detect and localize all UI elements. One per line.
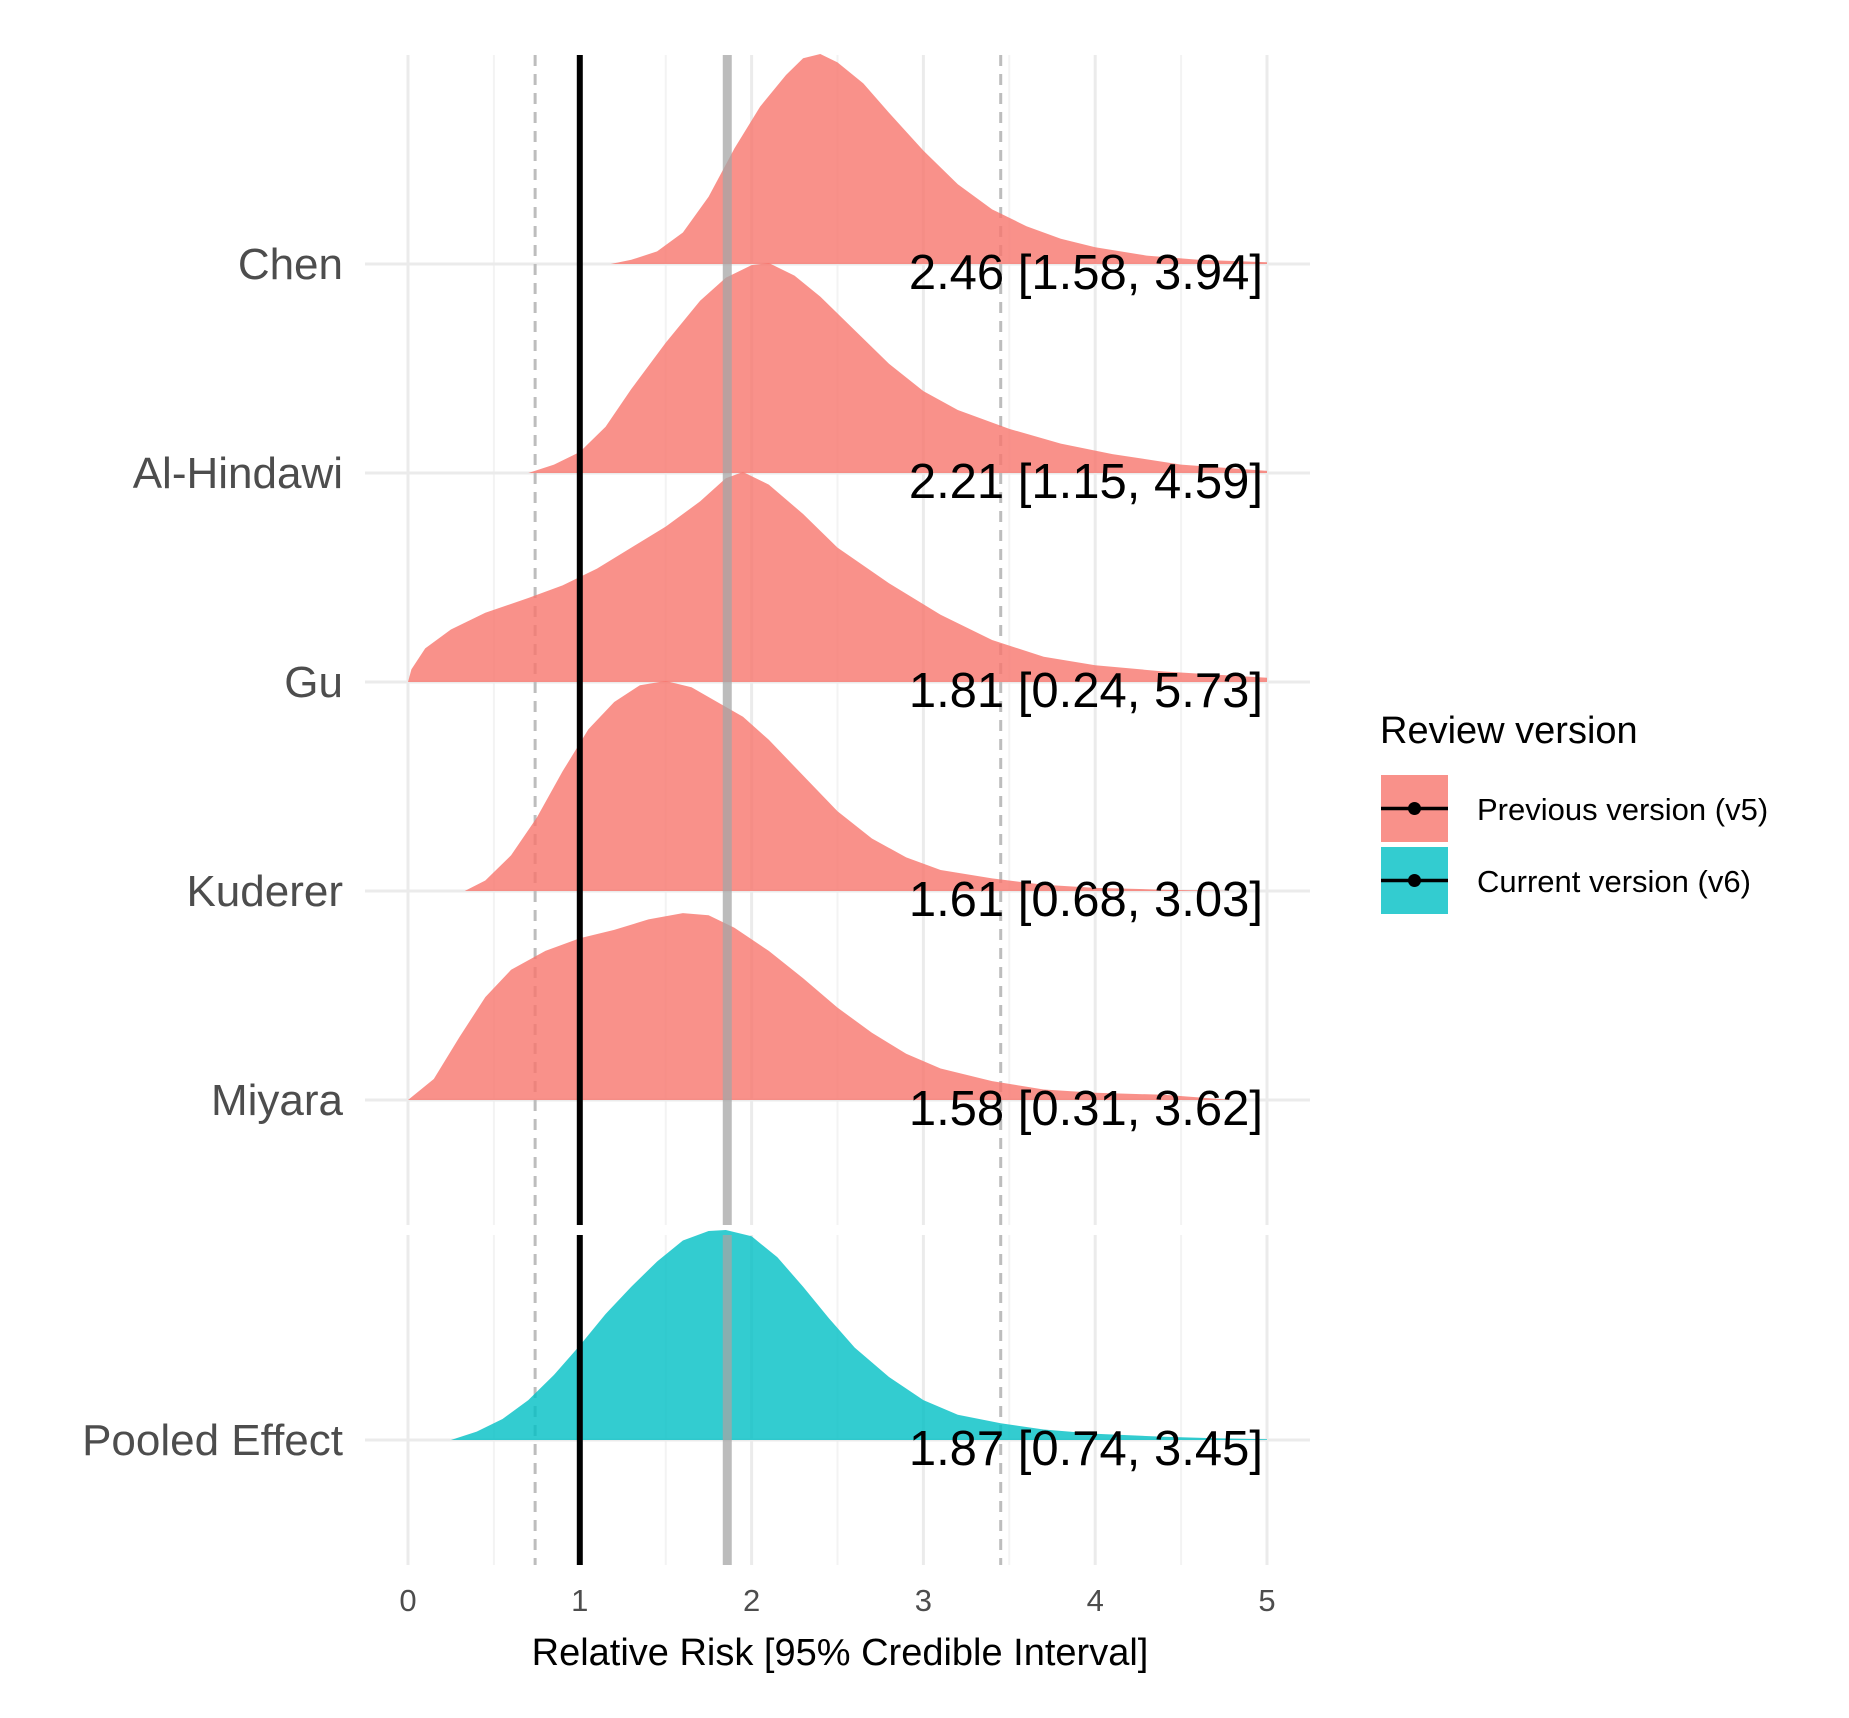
legend: Review version Previous version (v5) Curr… [1380, 710, 1768, 914]
x-tick-label: 2 [743, 1583, 760, 1618]
density-al-hindawi [528, 263, 1267, 473]
study-label: Pooled Effect [82, 1416, 343, 1465]
x-axis-title: Relative Risk [95% Credible Interval] [532, 1632, 1149, 1674]
estimate-label: 1.87 [0.74, 3.45] [909, 1422, 1263, 1476]
study-label: Miyara [211, 1076, 344, 1125]
study-labels: Chen Al-Hindawi Gu Kuderer Miyara Pooled Effe… [82, 240, 343, 1465]
legend-key-point [1408, 802, 1421, 815]
x-tick-label: 0 [399, 1583, 416, 1618]
x-tick-label: 1 [571, 1583, 588, 1618]
x-tick-label: 3 [915, 1583, 932, 1618]
legend-key-point [1408, 874, 1421, 887]
density-kuderer [464, 681, 1233, 891]
study-label: Al-Hindawi [133, 449, 343, 498]
legend-label: Current version (v6) [1477, 864, 1751, 899]
estimate-label: 1.58 [0.31, 3.62] [909, 1082, 1263, 1136]
study-label: Gu [284, 658, 343, 707]
density-ridges [408, 54, 1267, 1440]
study-label: Kuderer [186, 867, 343, 916]
legend-entries: Previous version (v5) Current version (v6… [1381, 775, 1768, 914]
study-label: Chen [238, 240, 343, 289]
estimate-label: 2.21 [1.15, 4.59] [909, 455, 1263, 509]
estimate-label: 2.46 [1.58, 3.94] [909, 246, 1263, 300]
x-axis-ticks: 0 1 2 3 4 5 [399, 1583, 1275, 1618]
density-pooled-effect [450, 1230, 1267, 1440]
legend-title: Review version [1380, 710, 1638, 752]
density-chen [610, 54, 1267, 264]
estimate-label: 1.61 [0.68, 3.03] [909, 873, 1263, 927]
x-tick-label: 4 [1087, 1583, 1104, 1618]
density-gu [408, 472, 1267, 682]
legend-label: Previous version (v5) [1477, 792, 1768, 827]
density-miyara [408, 913, 1233, 1100]
estimate-label: 1.81 [0.24, 5.73] [909, 664, 1263, 718]
estimate-labels: 2.46 [1.58, 3.94] 2.21 [1.15, 4.59] 1.81 [… [576, 55, 1263, 1565]
x-tick-label: 5 [1258, 1583, 1275, 1618]
